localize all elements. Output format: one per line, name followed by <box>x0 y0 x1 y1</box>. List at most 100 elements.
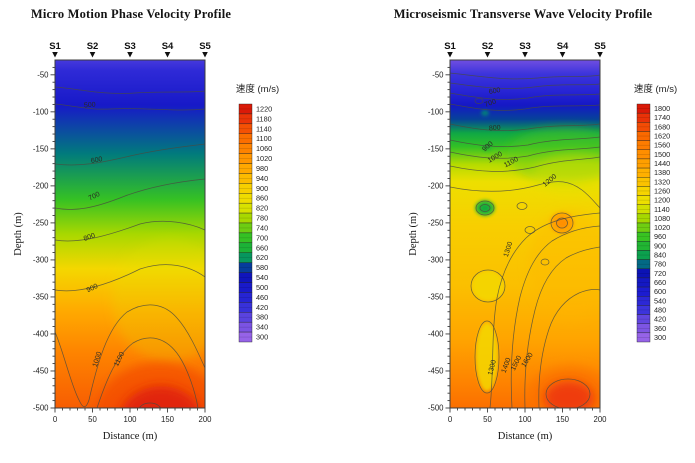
colorbar-tick-label: 740 <box>256 223 268 232</box>
x-tick-label: 0 <box>448 415 453 424</box>
y-tick-label: -250 <box>33 218 49 227</box>
colorbar-tick-label: 1680 <box>654 122 670 131</box>
colorbar-tick-label: 860 <box>256 194 268 203</box>
contour-label: 800 <box>489 125 501 133</box>
left-chart-title: Micro Motion Phase Velocity Profile <box>30 7 232 21</box>
station-label: S2 <box>482 41 494 52</box>
station-label: S3 <box>519 41 531 52</box>
colorbar-tick-label: 360 <box>654 324 666 333</box>
velocity-anomaly <box>533 153 600 197</box>
colorbar-title: 速度 (m/s) <box>236 83 279 95</box>
colorbar-tick-label: 720 <box>654 269 666 278</box>
colorbar-tick-label: 1100 <box>256 134 272 143</box>
contour-label: 600 <box>90 156 103 165</box>
colorbar-tick-label: 300 <box>654 333 666 342</box>
y-tick-label: -50 <box>37 70 49 79</box>
colorbar-tick-label: 1020 <box>654 223 670 232</box>
contour-label: 800 <box>83 232 96 243</box>
colorbar-tick-label: 1560 <box>654 141 670 150</box>
y-tick-label: -450 <box>428 367 444 376</box>
velocity-anomaly <box>112 238 205 362</box>
colorbar-tick-label: 1440 <box>654 159 670 168</box>
right-chart-title: Microseismic Transverse Wave Velocity Pr… <box>393 7 653 21</box>
x-tick-label: 200 <box>593 415 607 424</box>
colorbar-tick-label: 820 <box>256 204 268 213</box>
contour-label: 700 <box>484 98 497 109</box>
colorbar-tick-label: 980 <box>256 164 268 173</box>
contour-label: 1000 <box>92 351 104 368</box>
x-axis-title: Distance (m) <box>103 431 158 442</box>
station-label: S5 <box>594 41 606 52</box>
y-tick-label: -450 <box>33 367 49 376</box>
colorbar-tick-label: 460 <box>256 293 268 302</box>
colorbar-tick-label: 1140 <box>256 124 272 133</box>
station-markers: S1 S2 S3 S4 S5 <box>444 41 607 58</box>
velocity-anomaly <box>517 202 527 210</box>
y-tick-label: -100 <box>428 107 444 116</box>
y-tick-label: -150 <box>33 144 49 153</box>
velocity-anomaly <box>472 271 504 301</box>
colorbar-tick-label: 900 <box>654 241 666 250</box>
y-axis-title: Depth (m) <box>13 212 24 256</box>
y-axis-title: Depth (m) <box>408 212 419 256</box>
contour-label: 1400 <box>501 357 513 374</box>
y-tick-label: -200 <box>428 181 444 190</box>
axis-ticks <box>445 66 601 413</box>
colorbar-tick-label: 1080 <box>654 214 670 223</box>
colorbar-segment <box>238 331 253 343</box>
y-tick-label: -500 <box>428 404 444 413</box>
x-tick-label: 50 <box>88 415 97 424</box>
velocity-anomaly <box>122 386 200 408</box>
x-tick-label: 100 <box>518 415 532 424</box>
colorbar-tick-label: 580 <box>256 263 268 272</box>
colorbar-tick-label: 1800 <box>654 104 670 113</box>
contour-label: 700 <box>88 191 102 202</box>
colorbar-tick-label: 660 <box>654 278 666 287</box>
colorbar-tick-label: 1200 <box>654 196 670 205</box>
contour-label: 600 <box>488 87 501 96</box>
colorbar-tick-label: 960 <box>654 232 666 241</box>
station-triangle-icon <box>447 52 453 58</box>
colorbar: 1800174016801620156015001440138013201260… <box>634 83 677 343</box>
colorbar-tick-label: 420 <box>256 303 268 312</box>
colorbar-tick-label: 1180 <box>256 114 272 123</box>
colorbar-tick-label: 340 <box>256 323 268 332</box>
contour-label: 900 <box>86 283 100 294</box>
y-tick-label: -200 <box>33 181 49 190</box>
y-tick-label: -150 <box>428 144 444 153</box>
y-tick-label: -50 <box>432 70 444 79</box>
colorbar-tick-label: 300 <box>256 333 268 342</box>
contour-label: 1300 <box>487 359 498 376</box>
colorbar-tick-label: 380 <box>256 313 268 322</box>
y-tick-label: -300 <box>428 256 444 265</box>
x-tick-label: 50 <box>483 415 492 424</box>
station-triangle-icon <box>52 52 58 58</box>
colorbar-tick-label: 780 <box>654 260 666 269</box>
colorbar-tick-label: 1620 <box>654 132 670 141</box>
contour-lines <box>55 86 205 408</box>
station-triangle-icon <box>202 52 208 58</box>
colorbar-tick-label: 900 <box>256 184 268 193</box>
station-label: S3 <box>124 41 136 52</box>
colorbar-title: 速度 (m/s) <box>634 83 677 95</box>
colorbar-tick-label: 660 <box>256 243 268 252</box>
x-tick-label: 200 <box>198 415 212 424</box>
station-triangle-icon <box>89 52 96 58</box>
velocity-anomaly <box>481 110 489 116</box>
colorbar-tick-label: 620 <box>256 253 268 262</box>
x-axis-title: Distance (m) <box>498 431 553 442</box>
colorbar-tick-label: 420 <box>654 315 666 324</box>
station-triangle-icon <box>127 52 133 58</box>
station-label: S2 <box>87 41 99 52</box>
colorbar-tick-label: 480 <box>654 305 666 314</box>
station-label: S4 <box>557 41 569 52</box>
colorbar-tick-label: 1500 <box>654 150 670 159</box>
colorbar-tick-label: 500 <box>256 283 268 292</box>
colorbar-tick-label: 1020 <box>256 154 272 163</box>
station-markers: S1 S2 S3 S4 S5 <box>49 41 212 58</box>
colorbar-tick-label: 1220 <box>256 104 272 113</box>
